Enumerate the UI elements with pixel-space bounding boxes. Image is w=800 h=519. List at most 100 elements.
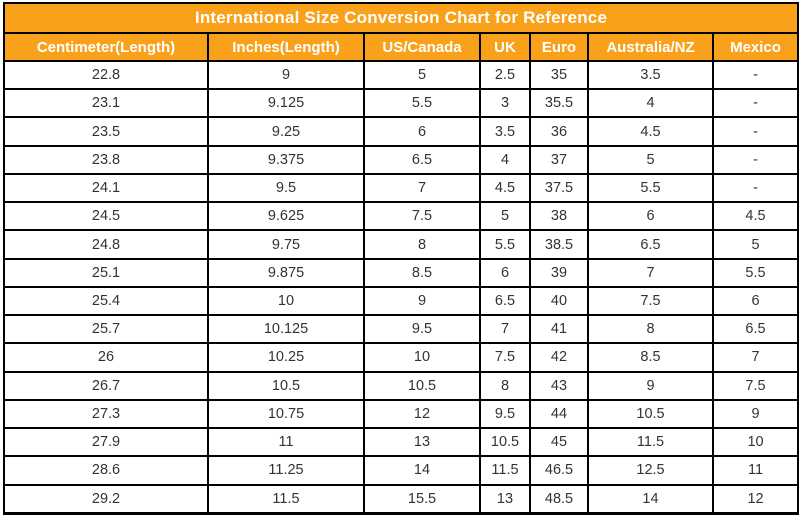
- cell: 45: [529, 427, 589, 458]
- table-row: 23.5 9.25 6 3.5 36 4.5-: [3, 116, 800, 147]
- cell: 36: [529, 116, 589, 147]
- column-header: Euro: [529, 32, 589, 62]
- cell: 13: [479, 483, 531, 515]
- cell: 8.5: [587, 342, 714, 373]
- cell: 7.5: [479, 342, 531, 373]
- cell: 9: [587, 370, 714, 401]
- table-body: 22.8 9 5 2.5 35 3.5-23.1 9.125 5.5 3 35.5 4-23.5 9.…: [3, 59, 800, 515]
- cell: 10: [711, 427, 800, 458]
- column-header: Centimeter(Length): [3, 32, 209, 62]
- cell: 8.5: [363, 257, 481, 288]
- cell: 4.5: [711, 201, 800, 232]
- column-header: Mexico: [711, 32, 800, 62]
- cell: 10: [363, 342, 481, 373]
- cell: 9.875: [207, 257, 365, 288]
- table-row: 25.7 10.125 9.5 7 41 8 6.5: [3, 314, 800, 345]
- table-row: 25.4 10 9 6.5 40 7.5 6: [3, 285, 800, 317]
- cell: 6.5: [587, 229, 714, 260]
- cell: 9.75: [207, 229, 365, 260]
- cell: 6.5: [363, 144, 481, 175]
- header-row: Centimeter(Length) Inches(Length) US/Canad…: [3, 32, 800, 62]
- cell: 8: [479, 370, 531, 401]
- cell: -: [711, 172, 800, 204]
- cell: 9.5: [479, 398, 531, 430]
- cell: 12.5: [587, 455, 714, 486]
- cell: 38.5: [529, 229, 589, 260]
- cell: 7: [711, 342, 800, 373]
- cell: 42: [529, 342, 589, 373]
- table-row: 23.8 9.375 6.5 4 37 5-: [3, 144, 800, 175]
- cell: 11: [207, 427, 365, 458]
- table-title: International Size Conversion Chart for …: [2, 2, 800, 34]
- cell: 10.125: [207, 314, 365, 345]
- cell: 10.5: [479, 427, 531, 458]
- column-header: Australia/NZ: [587, 32, 714, 62]
- cell: 39: [529, 257, 589, 288]
- cell: 8: [363, 229, 481, 260]
- cell: 6: [711, 285, 800, 317]
- cell: 14: [363, 455, 481, 486]
- cell: 28.6: [3, 455, 209, 486]
- cell: 7.5: [587, 285, 714, 317]
- cell: 24.5: [3, 201, 209, 232]
- cell: -: [711, 59, 800, 91]
- cell: 4: [587, 88, 714, 119]
- cell: 9.375: [207, 144, 365, 175]
- title-row: International Size Conversion Chart for …: [2, 2, 800, 34]
- cell: 10.5: [587, 398, 714, 430]
- cell: 7.5: [363, 201, 481, 232]
- table-row: 28.6 11.25 14 11.5 46.5 12.5 11: [3, 455, 800, 486]
- cell: 5: [479, 201, 531, 232]
- cell: 40: [529, 285, 589, 317]
- cell: 9.625: [207, 201, 365, 232]
- column-header: Inches(Length): [207, 32, 365, 62]
- cell: 27.9: [3, 427, 209, 458]
- table-head: International Size Conversion Chart for …: [2, 2, 800, 62]
- table-row: 26 10.25 10 7.5 42 8.5 7: [3, 342, 800, 373]
- cell: 6.5: [479, 285, 531, 317]
- cell: 11.5: [207, 483, 365, 515]
- cell: 9: [711, 398, 800, 430]
- cell: 10.5: [207, 370, 365, 401]
- table-row: 24.1 9.5 7 4.5 37.5 5.5-: [3, 172, 800, 204]
- cell: 10.5: [363, 370, 481, 401]
- cell: 7: [479, 314, 531, 345]
- cell: 46.5: [529, 455, 589, 486]
- cell: 12: [711, 483, 800, 515]
- cell: 5: [363, 59, 481, 91]
- cell: 23.1: [3, 88, 209, 119]
- cell: -: [711, 116, 800, 147]
- cell: 4.5: [479, 172, 531, 204]
- cell: 11.5: [479, 455, 531, 486]
- cell: 12: [363, 398, 481, 430]
- cell: 5.5: [363, 88, 481, 119]
- cell: 9.25: [207, 116, 365, 147]
- table-row: 27.9 11 13 10.5 45 11.5 10: [3, 427, 800, 458]
- cell: 24.8: [3, 229, 209, 260]
- cell: 6.5: [711, 314, 800, 345]
- cell: 27.3: [3, 398, 209, 430]
- cell: 4: [479, 144, 531, 175]
- cell: 22.8: [3, 59, 209, 91]
- cell: 26.7: [3, 370, 209, 401]
- cell: 11.5: [587, 427, 714, 458]
- cell: 2.5: [479, 59, 531, 91]
- table-row: 24.8 9.75 8 5.5 38.5 6.5 5: [3, 229, 800, 260]
- cell: 35.5: [529, 88, 589, 119]
- cell: 13: [363, 427, 481, 458]
- cell: 44: [529, 398, 589, 430]
- cell: -: [711, 144, 800, 175]
- cell: 10: [207, 285, 365, 317]
- cell: 23.8: [3, 144, 209, 175]
- cell: 41: [529, 314, 589, 345]
- cell: 7: [363, 172, 481, 204]
- cell: 24.1: [3, 172, 209, 204]
- cell: 6: [363, 116, 481, 147]
- cell: 5.5: [587, 172, 714, 204]
- cell: 5: [711, 229, 800, 260]
- cell: 5.5: [711, 257, 800, 288]
- column-header: UK: [479, 32, 531, 62]
- cell: 7.5: [711, 370, 800, 401]
